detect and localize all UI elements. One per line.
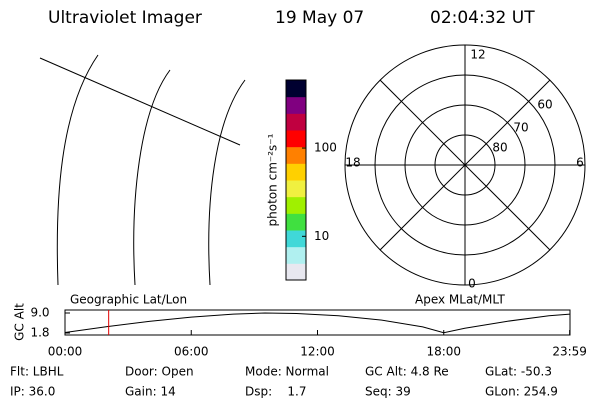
colorbar-cell	[286, 146, 306, 164]
x-tick-label: 18:00	[426, 345, 461, 359]
colorbar-cell	[286, 96, 306, 114]
status-field: Door: Open	[125, 365, 194, 379]
y-tick-label: 9.0	[30, 306, 49, 320]
colorbar-tick-label: 100	[314, 141, 337, 155]
y-label: GC Alt	[13, 303, 27, 341]
status-field: Seq: 39	[365, 385, 411, 399]
colorbar-cell	[286, 113, 306, 131]
time: 02:04:32 UT	[430, 8, 535, 28]
polar-label: 6	[576, 156, 584, 170]
polar-label: 18	[345, 156, 360, 170]
left-label: Geographic Lat/Lon	[70, 293, 187, 307]
colorbar-cell	[286, 263, 306, 281]
polar-label: 0	[468, 277, 476, 291]
colorbar-cell	[286, 163, 306, 181]
colorbar-cell	[286, 196, 306, 214]
status-field: Mode: Normal	[245, 365, 329, 379]
status-field: IP: 36.0	[10, 385, 55, 399]
x-tick-label: 00:00	[48, 345, 83, 359]
date: 19 May 07	[275, 8, 364, 28]
colorbar-cell	[286, 130, 306, 148]
colorbar-cell	[286, 80, 306, 98]
ring-label: 60	[537, 98, 552, 112]
colorbar-cell	[286, 230, 306, 248]
instrument: Ultraviolet Imager	[48, 8, 202, 28]
ring-label: 80	[492, 141, 507, 155]
polar-label: 12	[470, 48, 485, 62]
x-tick-label: 06:00	[174, 345, 209, 359]
colorbar-cell	[286, 180, 306, 198]
status-field: Dsp: 1.7	[245, 385, 307, 399]
colorbar-label: photon cm⁻²s⁻¹	[266, 133, 280, 226]
ring-label: 70	[513, 121, 528, 135]
colorbar-tick-label: 10	[314, 229, 329, 243]
x-tick-label: 23:59	[552, 345, 587, 359]
status-field: GC Alt: 4.8 Re	[365, 365, 449, 379]
right-label: Apex MLat/MLT	[415, 293, 505, 307]
colorbar-cell	[286, 213, 306, 231]
status-field: GLat: -50.3	[485, 365, 552, 379]
y-tick-label: 1.8	[30, 326, 49, 340]
colorbar-cell	[286, 246, 306, 264]
status-field: Flt: LBHL	[10, 365, 64, 379]
x-tick-label: 12:00	[300, 345, 335, 359]
altitude-line	[64, 312, 571, 334]
status-field: Gain: 14	[125, 385, 176, 399]
colorbar-frame	[285, 79, 307, 281]
map-grid	[39, 54, 246, 286]
status-field: GLon: 254.9	[485, 385, 558, 399]
polar-grid	[344, 44, 586, 286]
